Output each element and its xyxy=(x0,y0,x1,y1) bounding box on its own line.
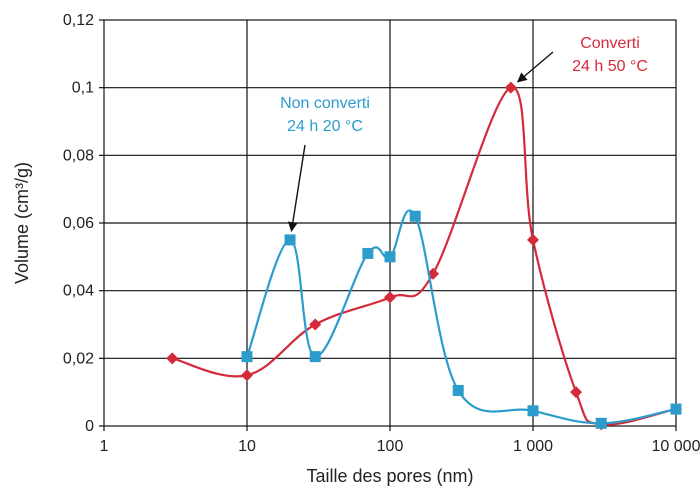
y-tick-label: 0 xyxy=(85,418,94,435)
y-axis: 0 0,02 0,04 0,06 0,08 0,1 0,12 xyxy=(63,12,104,435)
x-axis-title: Taille des pores (nm) xyxy=(306,466,473,486)
data-point xyxy=(410,211,421,222)
y-axis-title: Volume (cm³/g) xyxy=(12,162,32,284)
data-point xyxy=(384,291,396,303)
x-tick-label: 1 000 xyxy=(513,438,553,455)
annotation-arrow xyxy=(518,52,553,82)
data-point xyxy=(310,351,321,362)
y-tick-label: 0,08 xyxy=(63,147,94,164)
data-point xyxy=(285,234,296,245)
data-point xyxy=(309,319,321,331)
annotation-arrow xyxy=(291,145,305,231)
annotation: Converti 24 h 50 °C xyxy=(518,35,648,82)
y-tick-label: 0,12 xyxy=(63,12,94,29)
x-tick-label: 1 xyxy=(100,438,109,455)
data-point xyxy=(362,248,373,259)
data-point xyxy=(596,418,607,429)
x-tick-label: 100 xyxy=(377,438,404,455)
annotation-text: 24 h 50 °C xyxy=(572,58,648,75)
x-tick-label: 10 xyxy=(238,438,256,455)
annotation: Non converti 24 h 20 °C xyxy=(280,95,370,231)
data-point xyxy=(166,352,178,364)
x-axis: 1 10 100 1 000 10 000 xyxy=(100,426,700,455)
data-point xyxy=(453,385,464,396)
data-point xyxy=(242,351,253,362)
y-tick-label: 0,1 xyxy=(72,80,94,97)
series-diamond xyxy=(166,82,682,431)
data-point xyxy=(570,386,582,398)
series-square xyxy=(242,210,682,428)
y-tick-label: 0,06 xyxy=(63,215,94,232)
annotation-layer: Converti 24 h 50 °C Non converti 24 h 20 °C xyxy=(280,35,648,231)
data-point xyxy=(671,404,682,415)
series-layer xyxy=(166,82,682,431)
y-tick-label: 0,02 xyxy=(63,350,94,367)
data-point xyxy=(385,251,396,262)
data-point xyxy=(527,234,539,246)
x-tick-label: 10 000 xyxy=(652,438,700,455)
annotation-text: Converti xyxy=(580,35,640,52)
data-point xyxy=(241,369,253,381)
y-tick-label: 0,04 xyxy=(63,283,94,300)
data-point xyxy=(528,405,539,416)
annotation-text: 24 h 20 °C xyxy=(287,118,363,135)
annotation-text: Non converti xyxy=(280,95,370,112)
